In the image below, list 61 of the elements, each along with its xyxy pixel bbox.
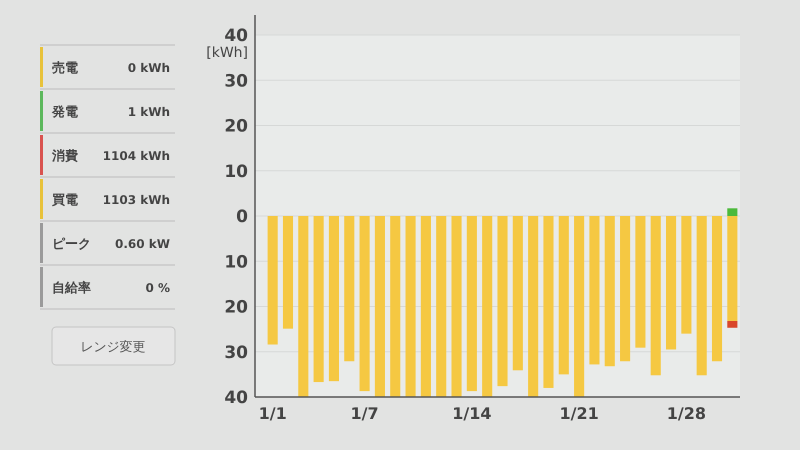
- bar: [574, 216, 584, 397]
- y-tick-label: 20: [224, 116, 248, 136]
- bar: [406, 216, 416, 397]
- x-tick-label: 1/1: [258, 404, 287, 423]
- bar: [451, 216, 462, 397]
- bar: [650, 216, 661, 376]
- y-tick-label: 40: [224, 388, 248, 408]
- bar: [635, 216, 646, 348]
- y-tick-label: 0: [236, 207, 248, 227]
- y-tick-label: 40: [224, 26, 248, 46]
- text: レンジ変更: [80, 339, 146, 355]
- y-tick-label: 10: [224, 162, 248, 182]
- bar: [436, 216, 446, 397]
- bar: [482, 216, 492, 397]
- category-label: 消費: [51, 149, 78, 164]
- bar: [466, 216, 477, 392]
- bar: [727, 208, 738, 216]
- bar: [360, 216, 370, 392]
- bar: [727, 320, 738, 328]
- bar: [604, 216, 615, 366]
- text: 1 kWh: [128, 105, 170, 119]
- bar: [497, 216, 508, 386]
- text: 1103 kWh: [102, 193, 170, 207]
- y-tick-label: 20: [224, 298, 248, 318]
- bar: [589, 216, 600, 364]
- y-tick-label: 30: [224, 71, 248, 92]
- x-tick-label: 1/7: [350, 404, 379, 423]
- bar: [727, 216, 738, 321]
- bar: [298, 216, 308, 397]
- x-tick-label: 1/14: [452, 404, 492, 423]
- y-tick-label: 10: [224, 252, 248, 272]
- text: 0 %: [145, 281, 170, 295]
- category-label: 売電: [52, 61, 78, 76]
- bar: [712, 216, 722, 362]
- bar: [374, 216, 385, 397]
- bar: [420, 216, 431, 397]
- y-axis-title: [kWh]: [206, 45, 248, 61]
- bar: [666, 216, 676, 350]
- bar: [268, 216, 278, 345]
- text: 0 kWh: [128, 61, 170, 75]
- bar: [528, 216, 538, 397]
- category-label: 買電: [51, 193, 78, 208]
- x-tick-label: 1/28: [666, 404, 706, 423]
- category-label: 発電: [51, 105, 78, 120]
- bar: [282, 216, 294, 329]
- bar: [543, 216, 554, 388]
- category-label: 自給率: [52, 280, 91, 296]
- bar: [681, 216, 692, 334]
- bar: [314, 216, 324, 382]
- y-tick-label: 30: [224, 342, 248, 363]
- text: 1104 kWh: [102, 149, 170, 163]
- bar: [512, 216, 523, 370]
- bar: [558, 216, 569, 374]
- category-label: ピーク: [52, 237, 91, 252]
- bar: [696, 216, 707, 376]
- bar: [344, 216, 354, 362]
- bar: [620, 216, 630, 362]
- text: 0.60 kW: [114, 237, 170, 251]
- bar: [328, 216, 340, 382]
- bar: [390, 216, 400, 397]
- x-tick-label: 1/21: [559, 404, 599, 423]
